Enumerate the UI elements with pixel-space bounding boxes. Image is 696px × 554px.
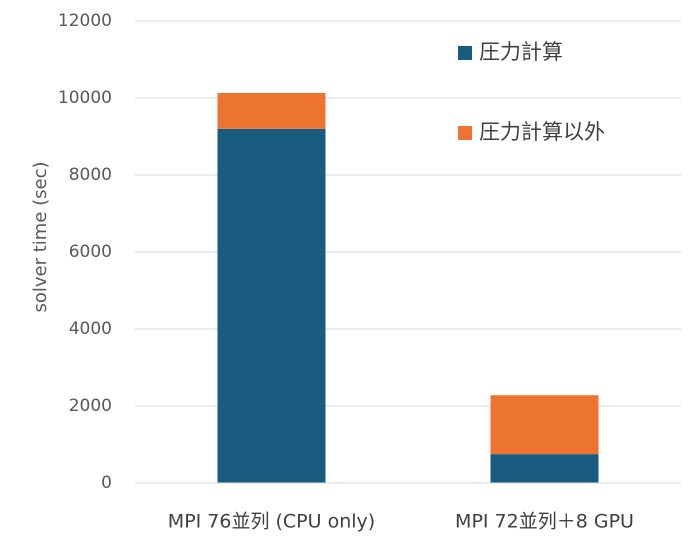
y-tick-label: 2000 xyxy=(69,396,112,416)
y-tick-label: 8000 xyxy=(69,165,112,185)
bar-segment xyxy=(217,92,326,129)
gridlines xyxy=(135,20,681,407)
y-axis-label: solver time (sec) xyxy=(30,161,51,312)
y-tick-label: 0 xyxy=(101,473,112,493)
y-tick-label: 12000 xyxy=(58,11,112,31)
bars xyxy=(217,92,599,484)
x-category-label: MPI 76並列 (CPU only) xyxy=(168,511,375,533)
bar-segment xyxy=(217,128,326,484)
bar-segment xyxy=(490,454,599,483)
legend-swatch xyxy=(458,126,472,140)
legend-label: 圧力計算 xyxy=(479,40,563,64)
y-axis-ticks: 0 2000 4000 6000 8000 10000 12000 xyxy=(58,11,112,493)
x-axis-categories: MPI 76並列 (CPU only) MPI 72並列＋8 GPU xyxy=(168,511,634,533)
bar-segment xyxy=(490,395,599,455)
x-category-label: MPI 72並列＋8 GPU xyxy=(455,511,634,533)
legend-label: 圧力計算以外 xyxy=(479,120,605,144)
y-tick-label: 10000 xyxy=(58,88,112,108)
y-tick-label: 6000 xyxy=(69,242,112,262)
y-tick-label: 4000 xyxy=(69,319,112,339)
legend-swatch xyxy=(458,46,472,60)
